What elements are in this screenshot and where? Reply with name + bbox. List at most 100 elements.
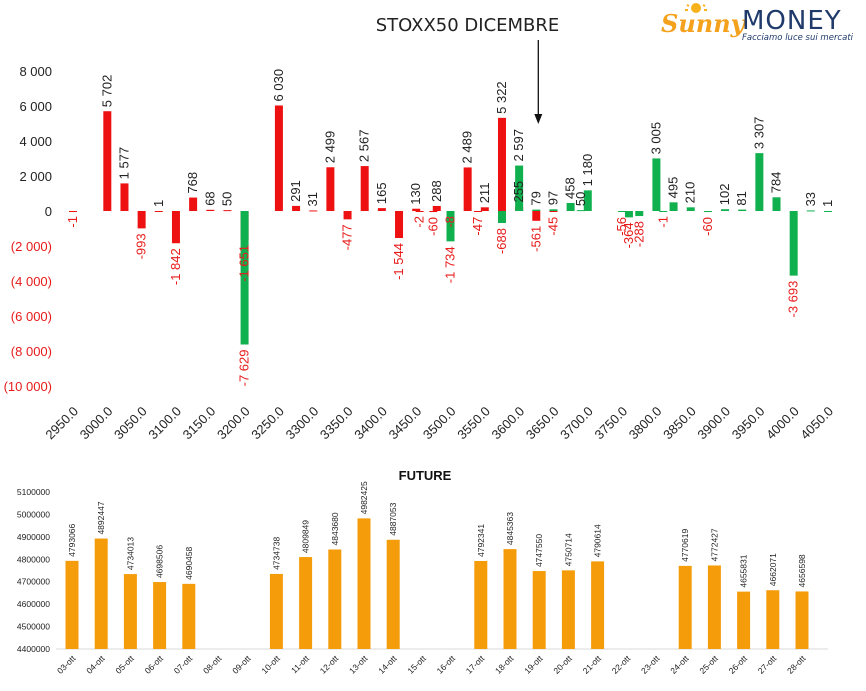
x-tick-label: 3800.0: [626, 404, 665, 443]
y-tick-label: 4800000: [17, 554, 50, 564]
data-label: -7 629: [237, 350, 252, 387]
x-tick-label: 24-ott: [668, 653, 691, 676]
bar: [707, 565, 721, 649]
y-tick-label: 6 000: [19, 99, 52, 114]
x-tick-label: 11-ott: [289, 653, 311, 675]
bar: [137, 211, 146, 229]
data-label: 6 030: [271, 69, 286, 102]
x-tick-label: 06-ott: [143, 653, 166, 676]
bar: [618, 211, 627, 212]
chart-title: STOXX50 DICEMBRE: [375, 15, 560, 36]
x-tick-label: 05-ott: [113, 653, 136, 676]
bar: [120, 183, 129, 211]
bar: [299, 557, 313, 649]
logo-tagline: Facciamo luce sui mercati: [742, 33, 854, 43]
data-label: 768: [185, 172, 200, 194]
logo-word: MONEY: [742, 6, 842, 36]
bar: [480, 207, 489, 211]
data-label: 1: [151, 200, 166, 207]
data-label: 4690458: [184, 546, 194, 579]
bar: [429, 211, 438, 213]
bar: [395, 211, 404, 239]
x-tick-label: 10-ott: [259, 653, 282, 676]
data-label: 4793066: [67, 523, 77, 556]
bar: [357, 518, 371, 649]
bar: [678, 565, 692, 649]
data-label: 4892447: [96, 501, 106, 534]
bar: [652, 158, 661, 211]
bar: [532, 571, 546, 649]
bar: [94, 538, 108, 649]
y-tick-label: 4600000: [17, 599, 50, 609]
data-label: 79: [528, 191, 543, 205]
x-tick-label: 26-ott: [727, 653, 750, 676]
bar: [532, 209, 541, 211]
x-tick-label: 08-ott: [201, 653, 224, 676]
data-label: 210: [683, 182, 698, 204]
data-label: 4734738: [271, 537, 281, 570]
data-label: -45: [545, 217, 560, 236]
data-label: 1: [820, 200, 835, 207]
bar: [377, 208, 386, 211]
bar: [103, 111, 112, 211]
bar: [503, 549, 517, 649]
bar: [123, 574, 137, 649]
x-tick-label: 3250.0: [248, 404, 287, 443]
bar: [274, 105, 283, 211]
data-label: 4982425: [359, 481, 369, 514]
bar: [189, 197, 198, 211]
bar: [326, 167, 335, 211]
x-axis: 2950.03000.03050.03100.03150.03200.03250…: [42, 404, 836, 443]
x-tick-label: 28-ott: [785, 653, 808, 676]
x-axis: 03-ott 04-ott 05-ott 06-ott 07-ott 08-ott 09-o…: [55, 653, 808, 676]
x-tick-label: 04-ott: [84, 653, 107, 676]
bar: [153, 582, 167, 649]
x-tick-label: 2950.0: [42, 404, 81, 443]
bar: [415, 211, 424, 212]
data-label: 291: [288, 180, 303, 202]
data-label: -60: [425, 217, 440, 236]
data-label: 4747550: [534, 534, 544, 567]
bar: [659, 211, 668, 212]
future-chart-title: FUTURE: [398, 468, 452, 483]
x-tick-label: 3700.0: [557, 404, 596, 443]
bar: [795, 591, 809, 649]
data-label: 4792341: [476, 524, 486, 557]
x-tick-label: 3950.0: [729, 404, 768, 443]
x-tick-label: 09-ott: [230, 653, 253, 676]
x-tick-label: 3450.0: [386, 404, 425, 443]
data-label: -8: [443, 216, 458, 228]
y-tick-label: 0: [45, 204, 52, 219]
y-tick-label: (10 000): [4, 379, 52, 394]
data-label: -993: [134, 233, 149, 259]
data-label: 4770619: [680, 529, 690, 562]
data-label: 784: [769, 172, 784, 194]
x-tick-label: 3850.0: [660, 404, 699, 443]
future-chart: 5100000 5000000 4900000 4800000 4700000 46000…: [17, 481, 828, 676]
y-tick-label: (4 000): [11, 274, 52, 289]
bar: [497, 211, 506, 224]
data-label: -364: [621, 222, 636, 248]
bar: [386, 539, 400, 649]
bar: [591, 561, 605, 649]
bar: [473, 211, 482, 212]
bar: [497, 117, 506, 211]
bar: [549, 209, 558, 211]
data-label: 5 702: [99, 75, 114, 108]
bar: [328, 549, 342, 649]
x-tick-label: 3650.0: [523, 404, 562, 443]
data-label: 4698506: [155, 545, 165, 578]
sun-icon: [685, 3, 707, 13]
x-tick-label: 15-ott: [405, 653, 428, 676]
data-label: -47: [470, 217, 485, 236]
data-label: 4845363: [505, 512, 515, 545]
y-tick-label: (2 000): [11, 239, 52, 254]
data-label: 1 577: [116, 147, 131, 180]
x-tick-label: 4000.0: [763, 404, 802, 443]
x-tick-label: 19-ott: [522, 653, 545, 676]
y-tick-label: 5000000: [17, 509, 50, 519]
y-tick-label: 4400000: [17, 644, 50, 654]
x-tick-label: 13-ott: [347, 653, 370, 676]
x-tick-label: 3000.0: [77, 404, 116, 443]
x-tick-label: 03-ott: [55, 653, 78, 676]
